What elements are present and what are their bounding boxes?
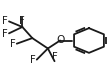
Text: F: F (30, 55, 36, 65)
Text: F: F (2, 16, 8, 26)
Text: F: F (10, 39, 15, 49)
Text: F: F (19, 16, 25, 26)
Text: O: O (55, 35, 64, 46)
Text: F: F (52, 52, 57, 62)
Text: F: F (2, 29, 8, 39)
